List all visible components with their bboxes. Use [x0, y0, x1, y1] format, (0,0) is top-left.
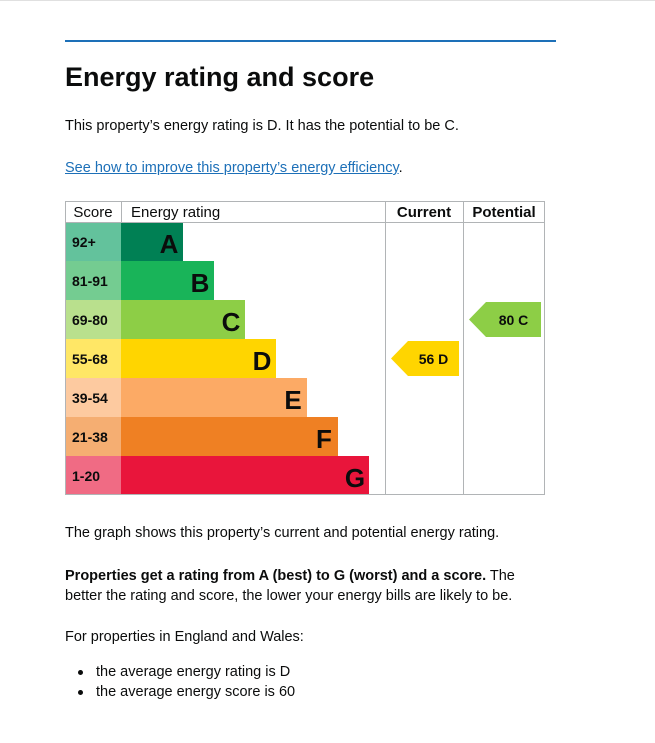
averages-heading: For properties in England and Wales: — [65, 629, 304, 645]
graph-caption: The graph shows this property’s current … — [65, 525, 500, 541]
band-bar-a — [121, 222, 183, 261]
list-item: the average energy rating is D — [65, 662, 295, 682]
band-letter-e: E — [284, 385, 301, 415]
band-score-e: 39-54 — [72, 390, 108, 406]
band-bar-g — [121, 456, 369, 495]
band-score-b: 81-91 — [72, 273, 108, 289]
band-score-c: 69-80 — [72, 312, 108, 328]
potential-rating-arrow — [469, 302, 541, 337]
band-letter-a: A — [160, 229, 179, 259]
current-rating-arrow — [391, 341, 459, 376]
band-letter-c: C — [222, 307, 241, 337]
current-rating-label: 56 D — [419, 351, 449, 367]
rating-explanation: Properties get a rating from A (best) to… — [65, 566, 555, 606]
link-suffix: . — [398, 160, 403, 176]
header-current: Current — [397, 204, 451, 221]
epc-chart-svg: Score Energy rating Current Potential 92+ A 81… — [65, 201, 545, 495]
band-bar-b — [121, 261, 214, 300]
band-score-d: 55-68 — [72, 351, 108, 367]
band-score-cell-g — [65, 456, 121, 495]
band-bar-d — [121, 339, 276, 378]
band-score-cell-d — [65, 339, 121, 378]
band-bar-f — [121, 417, 338, 456]
rating-explanation-rest: The better the rating and score, the low… — [65, 568, 515, 604]
rating-summary: This property’s energy rating is D. It h… — [65, 118, 459, 134]
band-score-cell-b — [65, 261, 121, 300]
list-item: the average energy score is 60 — [65, 682, 295, 702]
potential-rating-label: 80 C — [499, 312, 529, 328]
band-letter-b: B — [191, 268, 210, 298]
band-letter-g: G — [345, 463, 365, 493]
header-energy-rating: Energy rating — [131, 204, 220, 221]
band-letter-d: D — [253, 346, 272, 376]
band-bar-e — [121, 378, 307, 417]
band-score-cell-f — [65, 417, 121, 456]
header-score: Score — [73, 204, 112, 221]
averages-list: the average energy rating is D the avera… — [65, 662, 295, 702]
band-score-a: 92+ — [72, 234, 96, 250]
band-score-cell-a — [65, 222, 121, 261]
improve-link-line: See how to improve this property’s energ… — [65, 158, 403, 178]
energy-rating-graph: Score Energy rating Current Potential 92+ A 81… — [65, 201, 545, 495]
header-potential: Potential — [472, 204, 535, 221]
improve-efficiency-link[interactable]: See how to improve this property’s energ… — [65, 160, 399, 176]
rating-explanation-bold: Properties get a rating from A (best) to… — [65, 568, 487, 584]
band-letter-f: F — [316, 424, 332, 454]
band-score-f: 21-38 — [72, 429, 108, 445]
page-title: Energy rating and score — [65, 62, 375, 92]
band-bar-c — [121, 300, 245, 339]
band-score-cell-c — [65, 300, 121, 339]
band-score-cell-e — [65, 378, 121, 417]
top-border — [0, 0, 655, 1]
band-score-g: 1-20 — [72, 468, 100, 484]
section-divider — [65, 40, 556, 42]
